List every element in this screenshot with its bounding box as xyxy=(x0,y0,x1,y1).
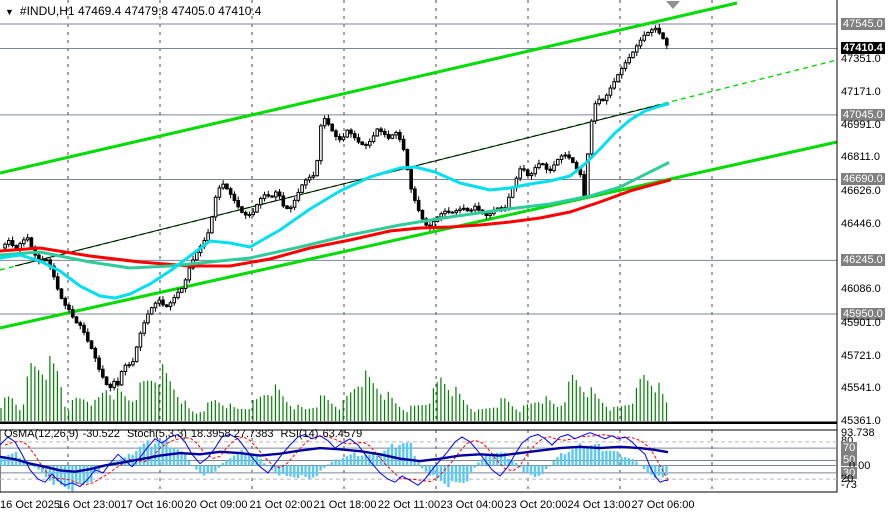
price-tick-label: 46446.0 xyxy=(841,217,881,230)
stoch-values: 18.3958 27.7383 xyxy=(190,428,274,440)
price-tick-label: 46626.0 xyxy=(841,185,881,198)
rsi-label: RSI(14) xyxy=(280,428,319,440)
level-price-label: 47545.0 xyxy=(841,18,885,30)
price-tick-label: 46811.0 xyxy=(841,151,880,164)
symbol-header: ▼ #INDU,H1 47469.4 47479.8 47405.0 47410.… xyxy=(5,4,261,18)
price-tick-label: 46991.0 xyxy=(841,118,881,131)
level-price-label: 46245.0 xyxy=(841,254,885,267)
price-tick-label: 45361.0 xyxy=(841,415,881,428)
symbol-title: #INDU,H1 xyxy=(19,4,75,18)
price-tick-label: 45541.0 xyxy=(841,382,881,395)
time-tick-label: 20 Oct 09:00 xyxy=(184,499,248,511)
level-price-label: 47045.0 xyxy=(841,108,885,121)
panel-tick-label: -73 xyxy=(841,479,857,491)
panel-tick-label: 93.738 xyxy=(841,427,875,439)
price-tick-label: 47171.0 xyxy=(841,86,881,98)
time-tick-label: 24 Oct 13:00 xyxy=(567,499,631,511)
panel-tick-label: 30 xyxy=(841,467,858,479)
time-tick-label: 27 Oct 06:00 xyxy=(631,499,695,511)
panel-tick-label: 20 xyxy=(841,473,854,485)
time-tick-label: 22 Oct 11:00 xyxy=(377,499,441,511)
rsi-value: 63.4579 xyxy=(322,428,363,440)
level-price-label: 45950.0 xyxy=(841,308,885,320)
price-tick-label: 46086.0 xyxy=(841,283,881,296)
symbol-dropdown-icon[interactable]: ▼ xyxy=(5,7,14,17)
time-tick-label: 16 Oct 2025 xyxy=(0,499,60,511)
stoch-label: Stoch(5,3,3) xyxy=(126,428,187,440)
time-tick-label: 23 Oct 04:00 xyxy=(440,499,504,511)
osma-label: OsMA(12,26,9) xyxy=(4,428,79,440)
indicator-values-line: OsMA(12,26,9) -30.522 Stoch(5,3,3) 18.3958… xyxy=(4,428,366,440)
time-tick-label: 21 Oct 02:00 xyxy=(249,499,313,511)
time-tick-label: 16 Oct 23:00 xyxy=(57,499,121,511)
price-tick-label: 45721.0 xyxy=(841,349,881,362)
time-tick-label: 23 Oct 20:00 xyxy=(504,499,568,511)
price-tick-label: 45901.0 xyxy=(841,316,881,329)
current-price-label: 47410.4 xyxy=(841,42,885,55)
time-tick-label: 21 Oct 18:00 xyxy=(313,499,377,511)
panel-tick-label: 50 xyxy=(841,454,858,466)
osma-value: -30.522 xyxy=(82,428,120,440)
price-tick-label: 47351.0 xyxy=(841,53,881,66)
time-tick-label: 17 Oct 16:00 xyxy=(120,499,184,511)
ohlc-quote: 47469.4 47479.8 47405.0 47410.4 xyxy=(77,4,262,18)
level-price-label: 46690.0 xyxy=(841,173,885,186)
panel-tick-label: 70 xyxy=(841,442,858,454)
